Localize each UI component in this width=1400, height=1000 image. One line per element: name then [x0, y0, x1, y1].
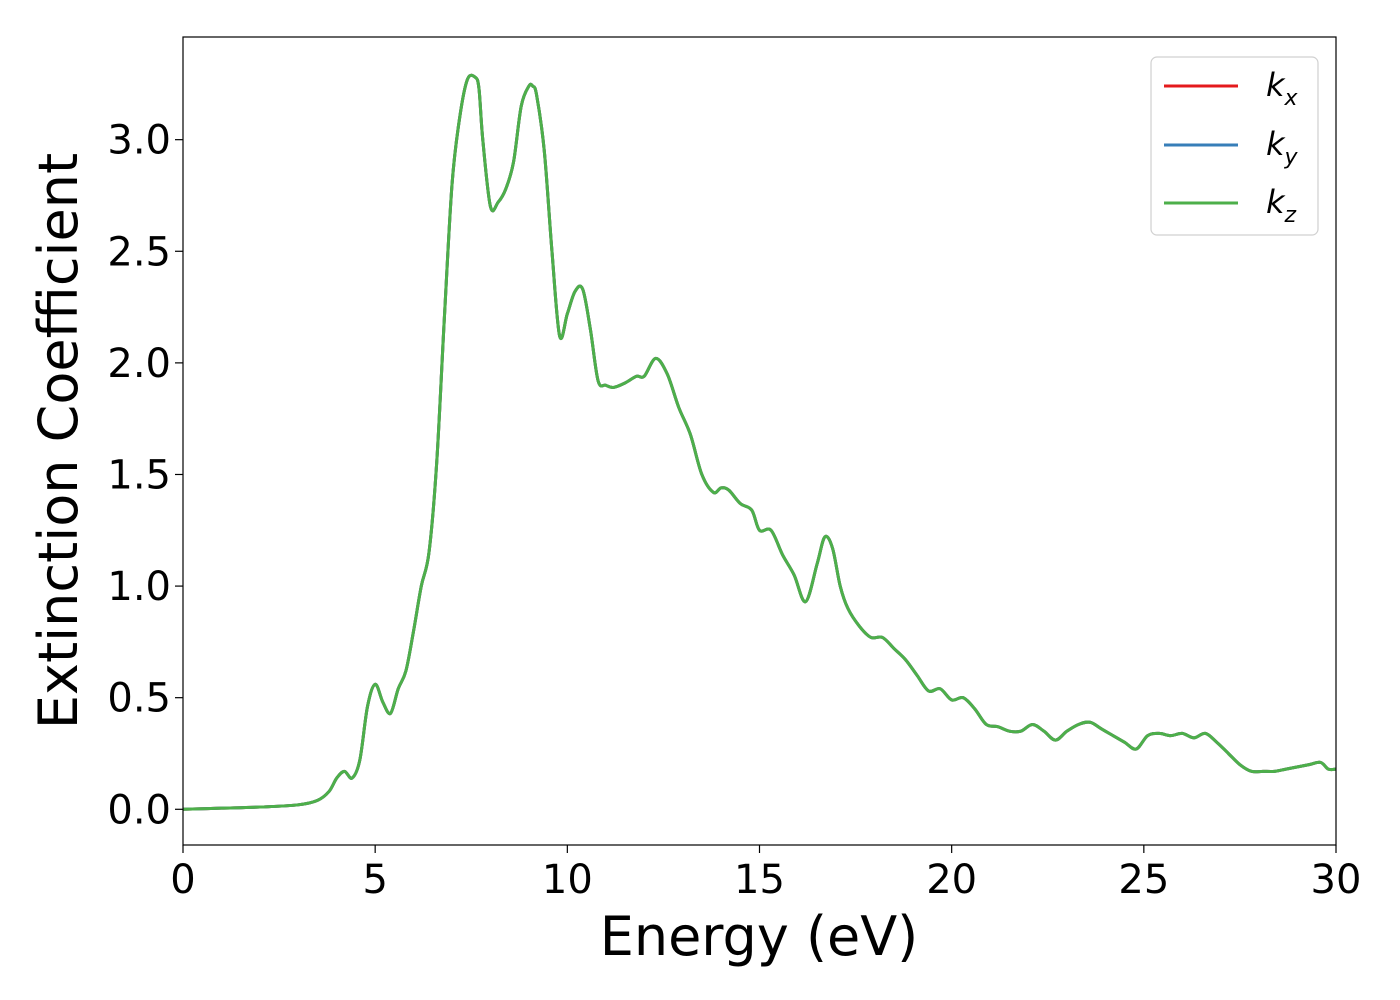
x-tick-label-6: 30	[1311, 857, 1362, 903]
legend-label-k-y: ky	[1266, 125, 1299, 170]
y-tick-label-4: 2.0	[107, 341, 171, 387]
x-tick-label-2: 10	[542, 857, 593, 903]
y-tick-label-5: 2.5	[107, 229, 171, 275]
legend-label-k-z: kz	[1266, 183, 1297, 228]
plot-frame	[182, 36, 1337, 846]
y-tick-label-0: 0.0	[107, 787, 171, 833]
x-tick-label-1: 5	[362, 857, 387, 903]
y-tick-label-6: 3.0	[107, 118, 171, 164]
x-tick-label-4: 20	[926, 857, 977, 903]
x-tick-label-5: 25	[1118, 857, 1169, 903]
legend-label-k-x: kx	[1266, 66, 1299, 111]
series-line-k-z	[182, 73, 1337, 811]
y-axis: 0.0 0.5 1.0 1.5 2.0 2.5 3.0	[107, 118, 183, 833]
x-axis: 0 5 10 15 20 25 30	[170, 845, 1361, 903]
x-tick-label-0: 0	[170, 857, 195, 903]
x-axis-label: Energy (eV)	[600, 905, 919, 968]
y-tick-label-2: 1.0	[107, 564, 171, 610]
y-tick-label-3: 1.5	[107, 452, 171, 498]
legend: kx ky kz	[1150, 56, 1319, 236]
y-axis-label: Extinction Coefficient	[27, 153, 90, 729]
y-tick-label-1: 0.5	[107, 676, 171, 722]
x-tick-label-3: 15	[734, 857, 785, 903]
plot-area	[182, 73, 1337, 811]
